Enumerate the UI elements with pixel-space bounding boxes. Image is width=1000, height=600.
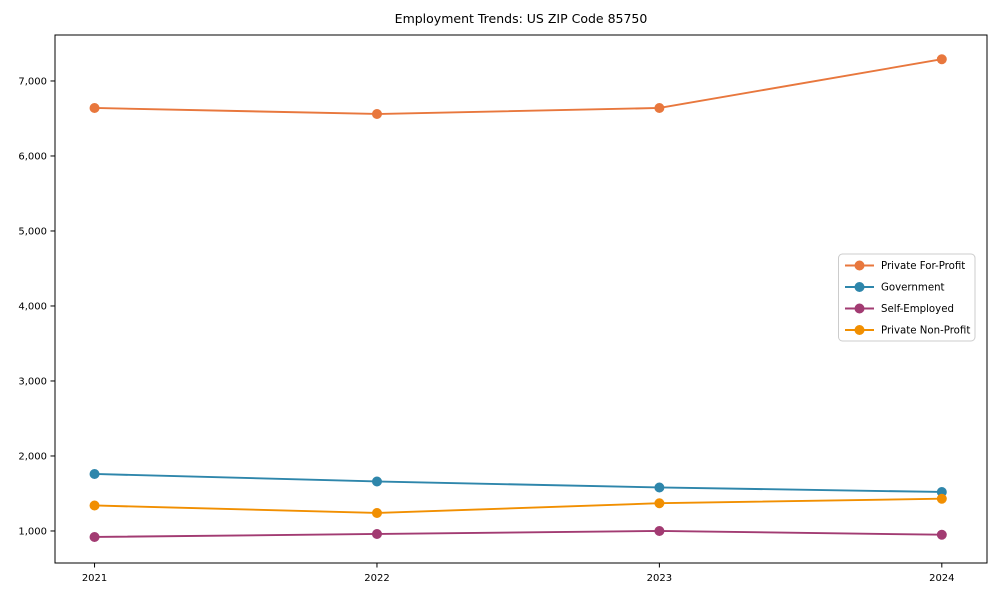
y-tick-label: 1,000 (18, 526, 47, 537)
data-point-government (654, 482, 665, 493)
legend-marker-icon (854, 303, 865, 314)
y-tick-label: 5,000 (18, 226, 47, 237)
legend-item-government: Government (845, 282, 945, 294)
legend-marker-icon (854, 260, 865, 271)
x-tick-label: 2024 (929, 573, 954, 584)
data-point-government (89, 468, 100, 479)
data-point-private-non-profit (936, 493, 947, 504)
data-point-self-employed (89, 531, 100, 542)
legend: Private For-Profit Government Self-Employe… (838, 253, 976, 342)
legend-box (838, 253, 976, 342)
chart-title: Employment Trends: US ZIP Code 85750 (395, 11, 648, 26)
y-tick-label: 6,000 (18, 151, 47, 162)
data-point-private-for-profit (654, 102, 665, 113)
data-point-private-for-profit (371, 108, 382, 119)
data-point-self-employed (654, 525, 665, 536)
legend-label: Self-Employed (881, 304, 954, 315)
data-point-private-for-profit (89, 102, 100, 113)
data-point-private-for-profit (936, 54, 947, 65)
legend-label: Government (881, 283, 945, 294)
x-tick-label: 2022 (364, 573, 389, 584)
legend-marker-icon (854, 325, 865, 335)
legend-label: Private For-Profit (881, 261, 965, 272)
series-line-government (94, 473, 942, 493)
series-line-private-non-profit (94, 497, 942, 514)
legend-marker-icon (854, 282, 865, 292)
data-point-private-non-profit (654, 498, 665, 509)
plot-border (54, 34, 988, 564)
data-point-self-employed (936, 529, 947, 540)
data-point-self-employed (371, 528, 382, 539)
y-tick-label: 7,000 (18, 76, 47, 87)
y-tick-label: 2,000 (18, 451, 47, 462)
legend-label: Private Non-Profit (881, 326, 970, 337)
legend-item-private-for-profit: Private For-Profit (845, 260, 965, 272)
plot-area: 1,000 2,000 3,000 4,000 5,000 6,000 7,000 2021 2… (18, 34, 988, 584)
series-line-private-for-profit (94, 58, 942, 115)
x-tick-label: 2023 (647, 573, 672, 584)
data-point-government (371, 476, 382, 487)
y-tick-label: 4,000 (18, 301, 47, 312)
series-line-self-employed (94, 530, 942, 538)
data-point-private-non-profit (371, 507, 382, 518)
x-tick-label: 2021 (82, 573, 107, 584)
legend-item-private-non-profit: Private Non-Profit (845, 325, 970, 337)
legend-item-self-employed: Self-Employed (845, 303, 954, 315)
data-point-private-non-profit (89, 500, 100, 511)
y-tick-label: 3,000 (18, 376, 47, 387)
